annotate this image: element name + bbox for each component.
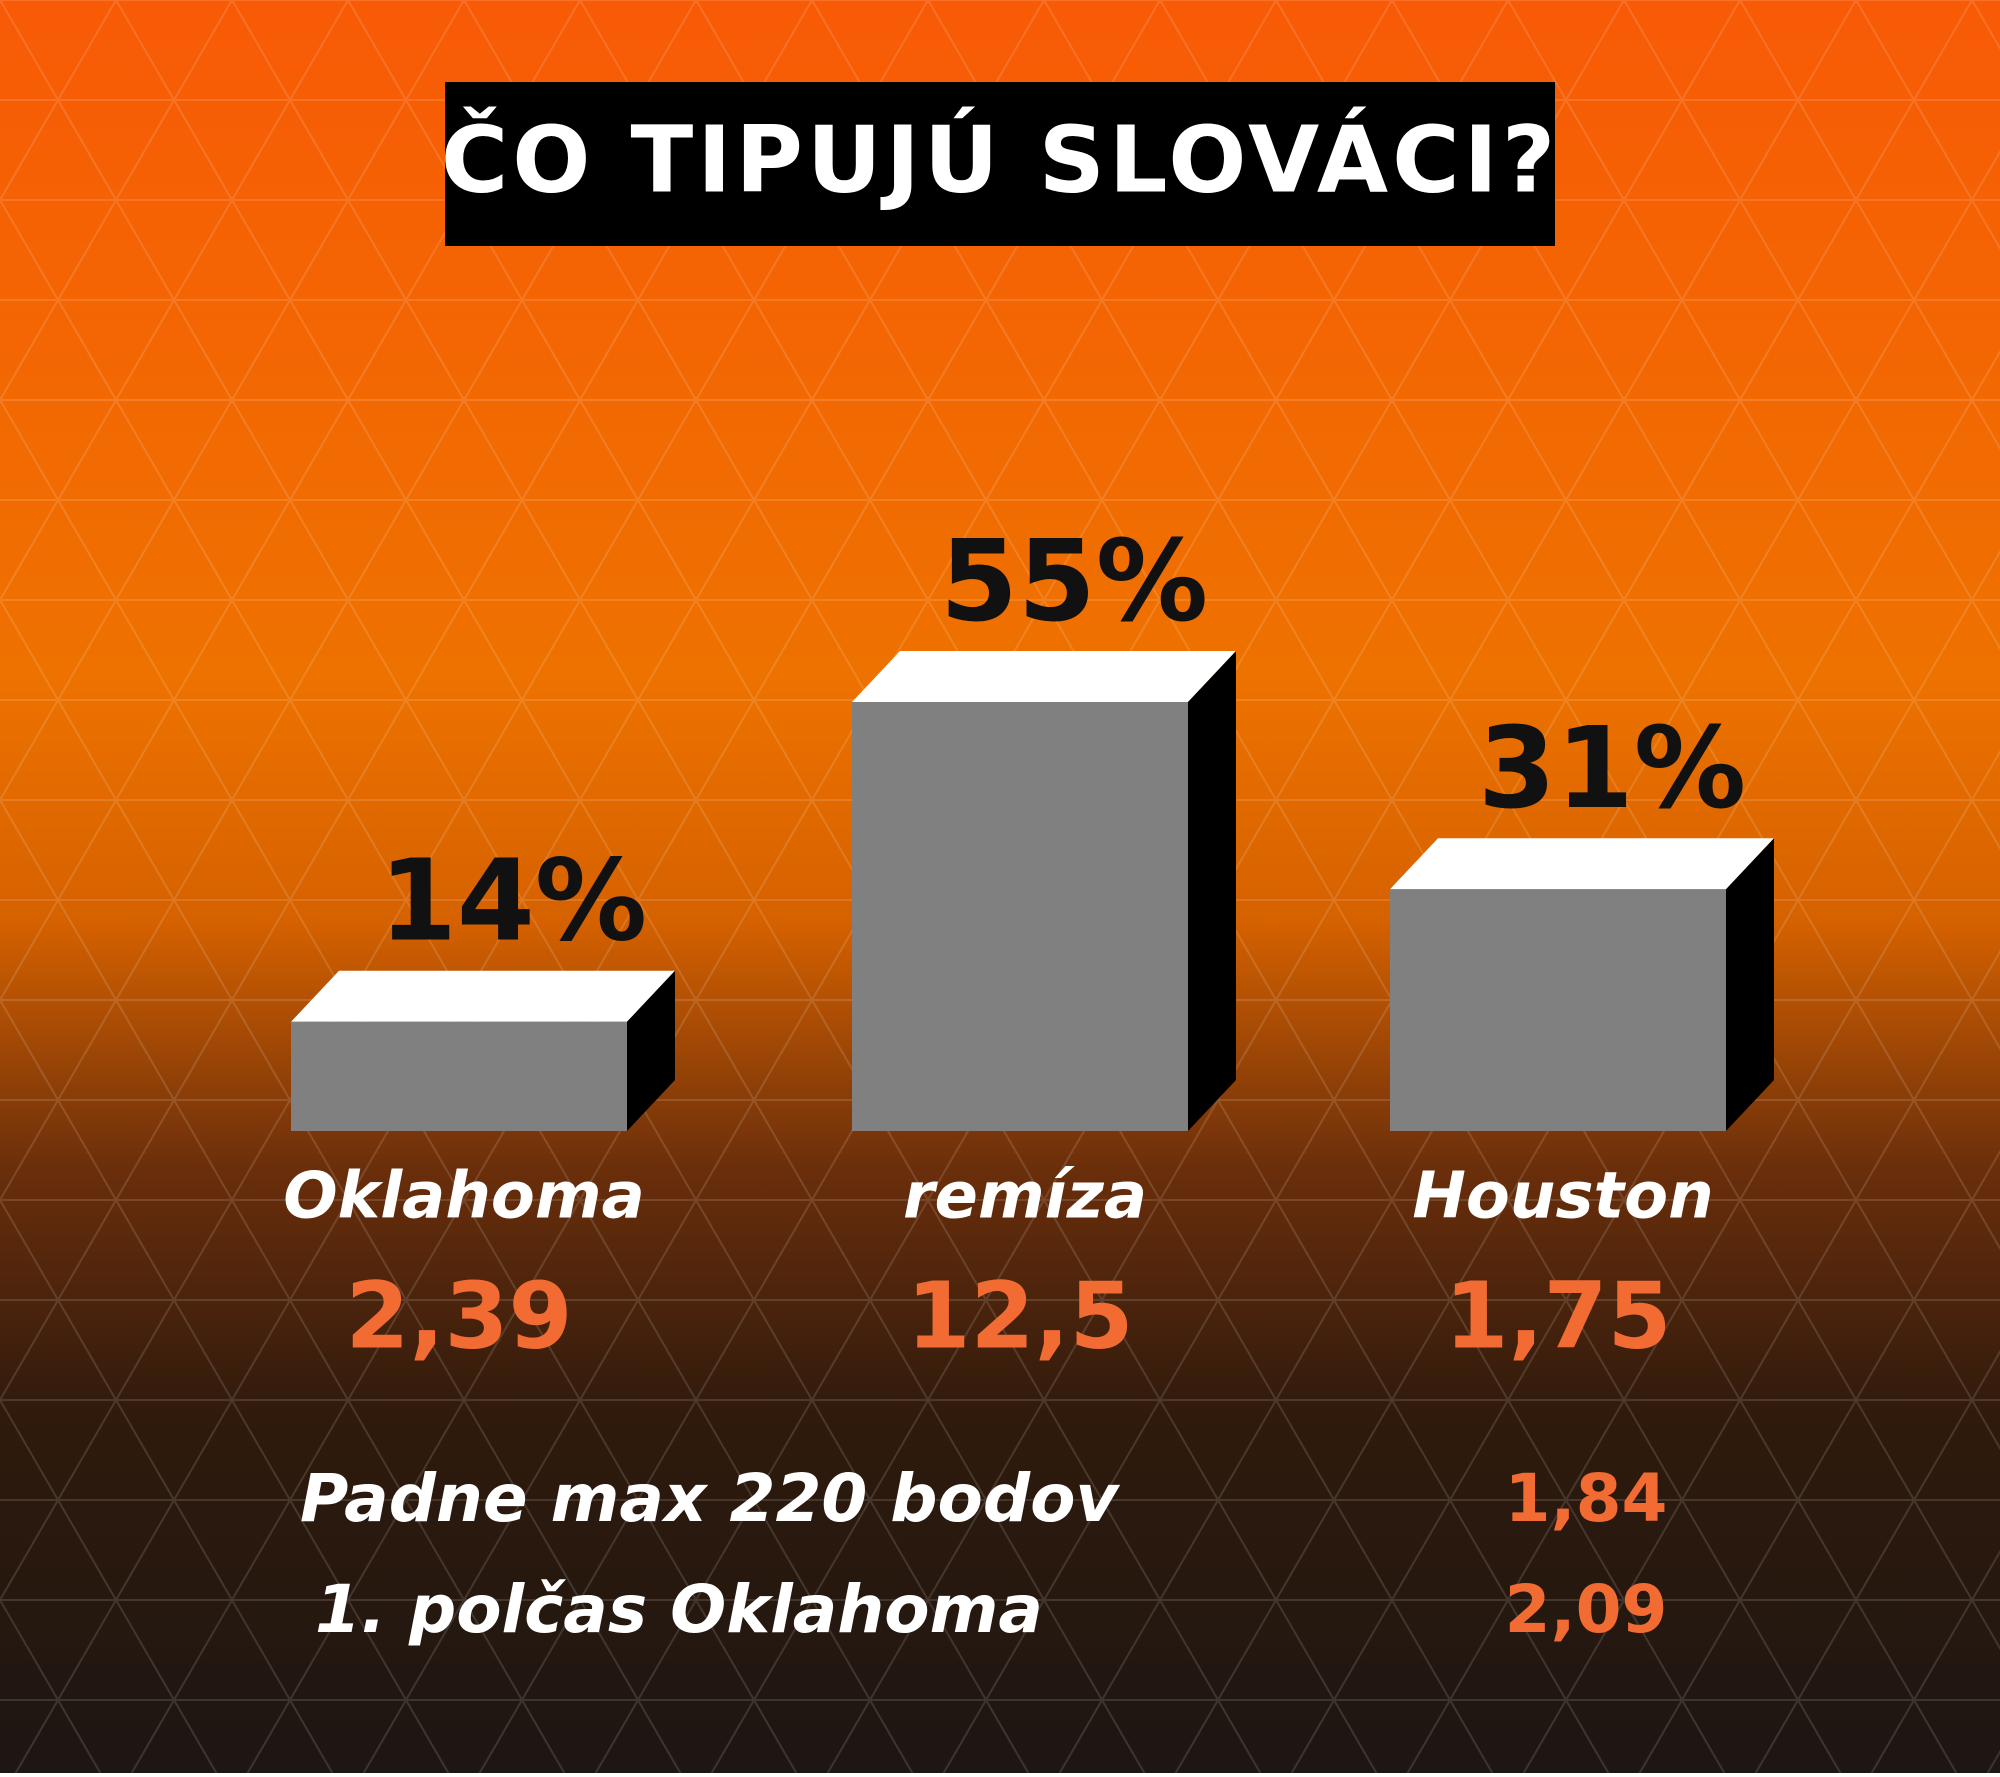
category-label: remíza <box>903 1160 1147 1234</box>
bar-top <box>852 651 1236 702</box>
bar <box>291 1021 627 1131</box>
odds-label: 2,39 <box>346 1262 573 1369</box>
bar <box>1390 889 1726 1131</box>
extra-bet-odds: 1,84 <box>1505 1460 1668 1537</box>
extra-bet-label: Padne max 220 bodov <box>300 1460 1120 1537</box>
extra-bet-odds: 2,09 <box>1505 1571 1668 1648</box>
odds-label: 12,5 <box>907 1262 1134 1369</box>
bar <box>852 702 1188 1131</box>
category-label: Oklahoma <box>283 1160 645 1234</box>
odds-label: 1,75 <box>1445 1262 1672 1369</box>
value-label: 55% <box>940 517 1208 647</box>
value-label: 31% <box>1478 704 1746 834</box>
bar-side <box>627 970 675 1131</box>
title-box <box>445 82 1555 246</box>
value-label: 14% <box>379 837 647 967</box>
bar-top <box>1390 838 1774 890</box>
extra-bet-label: 1. polčas Oklahoma <box>315 1571 1043 1648</box>
bar-side <box>1726 838 1774 1131</box>
bar-top <box>291 970 675 1022</box>
bar-side <box>1188 651 1236 1131</box>
chart-title: ČO TIPUJÚ SLOVÁCI? <box>441 104 1559 213</box>
category-label: Houston <box>1412 1160 1713 1234</box>
